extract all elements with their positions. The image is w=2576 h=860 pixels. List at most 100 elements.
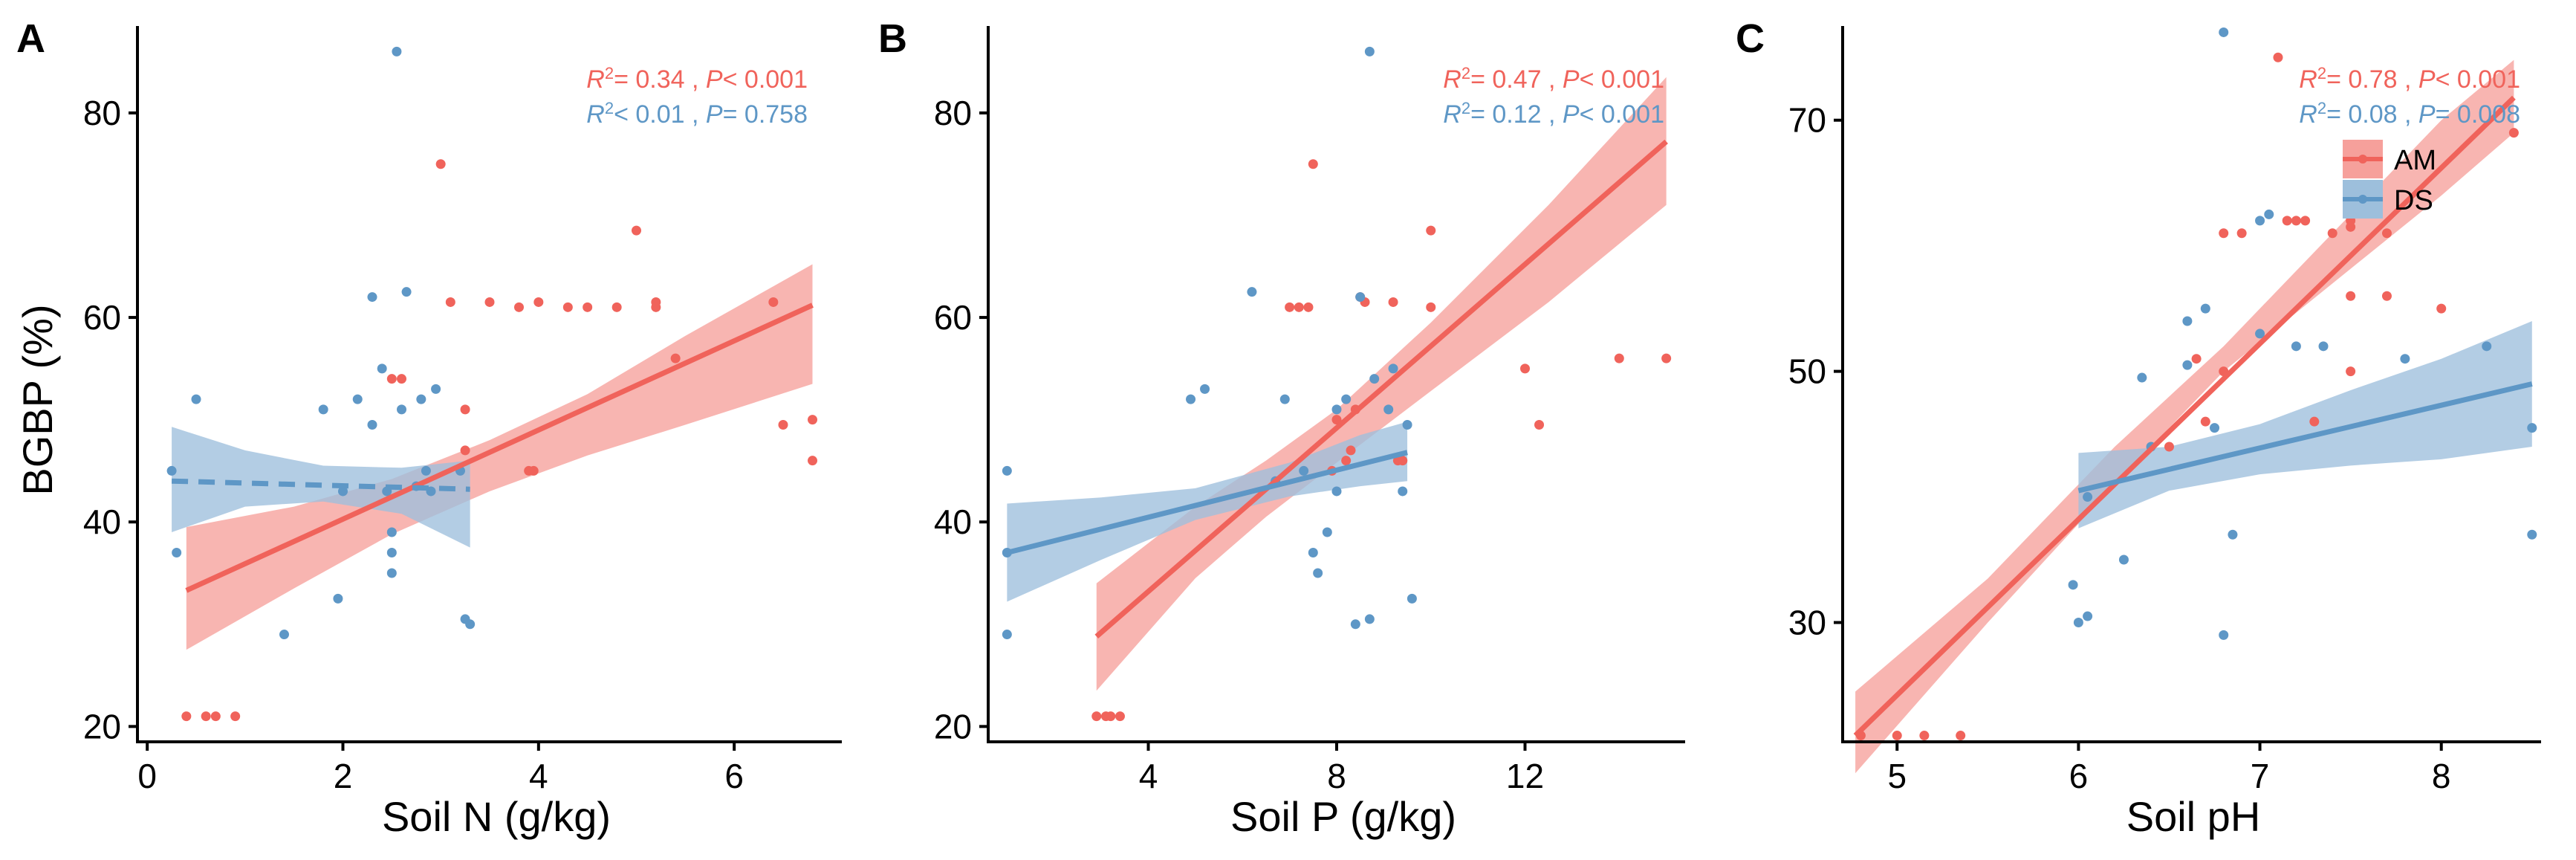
data-point-am: [632, 225, 641, 236]
data-point-ds: [1364, 614, 1375, 624]
data-point-ds: [377, 363, 387, 374]
data-point-am: [460, 445, 470, 456]
data-point-ds: [397, 404, 406, 415]
data-point-am: [2291, 216, 2301, 226]
data-point-am: [2346, 366, 2356, 377]
x-tick-label: 8: [2432, 757, 2451, 795]
data-point-ds: [367, 292, 377, 303]
data-point-ds: [2210, 423, 2220, 433]
legend-label-am: AM: [2394, 145, 2436, 176]
data-point-ds: [1247, 287, 1257, 297]
data-point-am: [583, 302, 593, 312]
data-point-ds: [2182, 316, 2193, 326]
data-point-ds: [1355, 292, 1366, 303]
data-point-ds: [2228, 529, 2238, 540]
data-point-ds: [279, 630, 289, 640]
data-point-am: [2282, 216, 2292, 226]
panel-a-letter: A: [16, 16, 45, 61]
data-point-ds: [416, 394, 426, 404]
data-point-ds: [401, 287, 412, 297]
y-tick-label: 60: [83, 298, 121, 337]
panel-b-plot: 4 8 12 20 40 60 80: [934, 26, 1685, 795]
data-point-ds: [2083, 492, 2093, 502]
regression-line-ds: [1006, 450, 1408, 555]
data-point-ds: [2137, 372, 2147, 383]
data-point-am: [1346, 445, 1356, 456]
y-tick-label: 40: [83, 502, 121, 541]
panel-b-letter: B: [878, 16, 907, 61]
data-point-ds: [367, 420, 377, 430]
data-point-am: [1331, 415, 1342, 425]
regression-line-ds: [2077, 381, 2533, 494]
data-point-ds: [2482, 341, 2492, 352]
data-point-ds: [2255, 329, 2265, 339]
data-point-am: [1285, 302, 1295, 312]
data-point-am: [2327, 228, 2337, 239]
data-point-am: [528, 465, 539, 476]
data-point-am: [514, 302, 524, 312]
x-tick-label: 4: [1139, 757, 1158, 795]
data-point-am: [533, 297, 544, 307]
data-point-am: [230, 711, 241, 722]
data-point-am: [2300, 216, 2311, 226]
data-point-am: [1398, 456, 1408, 466]
panel-a-stat-am: R2= 0.34 , P< 0.001: [586, 64, 808, 94]
data-point-am: [1388, 297, 1398, 307]
data-point-ds: [2083, 611, 2093, 621]
data-point-ds: [2291, 341, 2301, 352]
data-point-ds: [338, 486, 348, 497]
y-tick-label: 80: [934, 94, 972, 132]
data-point-ds: [421, 465, 431, 476]
data-point-am: [210, 711, 221, 722]
data-point-ds: [1341, 394, 1352, 404]
data-point-am: [2508, 128, 2519, 138]
data-point-ds: [2200, 303, 2210, 314]
data-point-ds: [386, 568, 397, 578]
data-point-ds: [2318, 341, 2329, 352]
data-point-ds: [172, 547, 182, 557]
data-point-ds: [1186, 394, 1196, 404]
data-point-am: [201, 711, 211, 722]
data-point-am: [1520, 363, 1531, 374]
panel-c-letter: C: [1736, 16, 1765, 61]
data-point-ds: [318, 404, 328, 415]
data-point-am: [1534, 420, 1545, 430]
data-point-ds: [333, 593, 343, 604]
regression-line-am: [1853, 95, 2516, 738]
panel-c-stats: R2= 0.78 , P< 0.001 R2= 0.08 , P= 0.008: [2299, 64, 2520, 129]
panel-a-plot: 0 2 4 6 20 40 60 80: [83, 26, 842, 795]
data-point-am: [1341, 456, 1352, 466]
data-point-am: [1294, 302, 1304, 312]
legend-key-am-dot: [2358, 155, 2367, 164]
data-point-ds: [2264, 209, 2274, 219]
confidence-band-am: [186, 264, 813, 650]
data-point-ds: [1364, 46, 1375, 56]
data-point-ds: [2182, 360, 2193, 370]
legend-key-ds-dot: [2358, 195, 2367, 204]
data-point-ds: [1369, 374, 1380, 384]
data-point-ds: [2068, 580, 2078, 590]
confidence-band-am: [1096, 77, 1667, 691]
data-point-ds: [2527, 423, 2537, 433]
data-point-ds: [1331, 404, 1342, 415]
data-point-ds: [386, 547, 397, 557]
data-point-am: [651, 297, 661, 307]
data-point-am: [1426, 302, 1436, 312]
y-tick-label: 80: [83, 94, 121, 132]
x-tick-label: 12: [1506, 757, 1544, 795]
data-point-ds: [1279, 394, 1290, 404]
data-point-ds: [1388, 363, 1398, 374]
panel-c-stat-am: R2= 0.78 , P< 0.001: [2299, 64, 2520, 94]
data-point-ds: [1350, 619, 1360, 630]
data-point-am: [1106, 711, 1116, 722]
x-tick-label: 8: [1327, 757, 1346, 795]
panel-c: C 5 6 7 8 30 50 70 Soil pH R2= 0.78 , P< 0.001…: [1736, 16, 2541, 840]
panel-b-stat-ds: R2= 0.12 , P< 0.001: [1443, 99, 1664, 129]
panel-b-stats: R2= 0.47 , P< 0.001 R2= 0.12 , P< 0.001: [1443, 64, 1664, 129]
confidence-band-am: [1855, 59, 2514, 774]
data-point-am: [2381, 228, 2392, 239]
data-point-ds: [1402, 420, 1412, 430]
data-point-am: [562, 302, 573, 312]
data-point-am: [2200, 416, 2210, 427]
data-point-am: [1661, 353, 1672, 363]
